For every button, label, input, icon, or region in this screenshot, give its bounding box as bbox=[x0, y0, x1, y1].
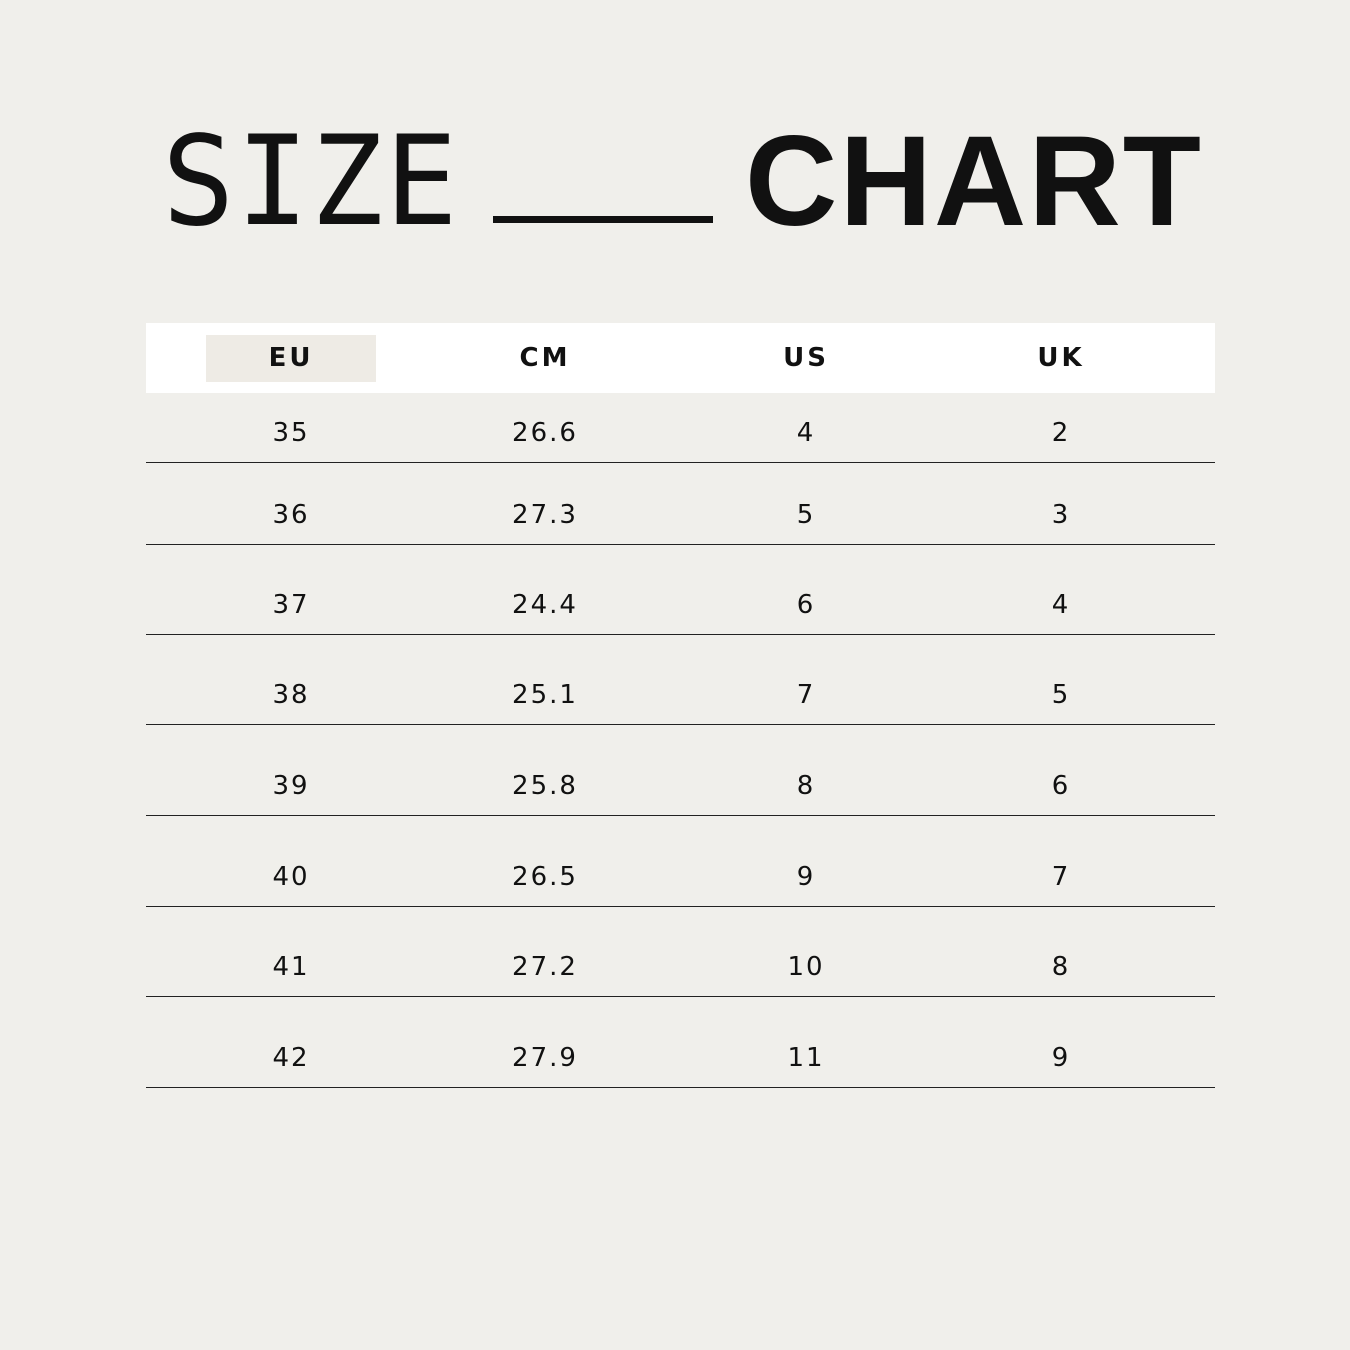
table-row: 40 26.5 9 7 bbox=[146, 816, 1215, 907]
column-header-uk: UK bbox=[1037, 343, 1085, 373]
cell-uk: 7 bbox=[1051, 862, 1071, 892]
cell-eu: 40 bbox=[272, 862, 310, 892]
cell-us: 10 bbox=[787, 952, 825, 982]
cell-cm: 26.6 bbox=[512, 418, 578, 448]
column-header-us: US bbox=[783, 343, 829, 373]
cell-us: 9 bbox=[796, 862, 816, 892]
cell-uk: 9 bbox=[1051, 1043, 1071, 1073]
cell-cm: 24.4 bbox=[512, 590, 578, 620]
title-underline-divider bbox=[493, 216, 713, 223]
table-row: 42 27.9 11 9 bbox=[146, 997, 1215, 1088]
cell-eu: 42 bbox=[272, 1043, 310, 1073]
cell-uk: 8 bbox=[1051, 952, 1071, 982]
cell-eu: 41 bbox=[272, 952, 310, 982]
table-row: 41 27.2 10 8 bbox=[146, 907, 1215, 997]
page-title: SIZE CHART bbox=[0, 110, 1350, 254]
cell-cm: 25.8 bbox=[512, 771, 578, 801]
cell-cm: 27.2 bbox=[512, 952, 578, 982]
cell-us: 5 bbox=[796, 500, 816, 530]
cell-us: 6 bbox=[796, 590, 816, 620]
cell-cm: 25.1 bbox=[512, 680, 578, 710]
cell-uk: 5 bbox=[1051, 680, 1071, 710]
eu-header-highlight bbox=[206, 335, 376, 382]
cell-cm: 26.5 bbox=[512, 862, 578, 892]
cell-uk: 3 bbox=[1051, 500, 1071, 530]
table-row: 37 24.4 6 4 bbox=[146, 545, 1215, 635]
title-chart: CHART bbox=[745, 110, 1203, 253]
cell-us: 8 bbox=[796, 771, 816, 801]
cell-cm: 27.3 bbox=[512, 500, 578, 530]
column-header-eu: EU bbox=[268, 343, 314, 373]
cell-eu: 37 bbox=[272, 590, 310, 620]
cell-uk: 2 bbox=[1051, 418, 1071, 448]
table-row: 38 25.1 7 5 bbox=[146, 635, 1215, 725]
table-row: 39 25.8 8 6 bbox=[146, 725, 1215, 816]
cell-eu: 39 bbox=[272, 771, 310, 801]
title-size: SIZE bbox=[162, 110, 460, 254]
cell-uk: 6 bbox=[1051, 771, 1071, 801]
table-row: 35 26.6 4 2 bbox=[146, 393, 1215, 463]
cell-uk: 4 bbox=[1051, 590, 1071, 620]
cell-eu: 36 bbox=[272, 500, 310, 530]
cell-cm: 27.9 bbox=[512, 1043, 578, 1073]
cell-us: 7 bbox=[796, 680, 816, 710]
cell-us: 11 bbox=[787, 1043, 825, 1073]
table-row: 36 27.3 5 3 bbox=[146, 463, 1215, 545]
cell-eu: 35 bbox=[272, 418, 310, 448]
table-header: EU CM US UK bbox=[146, 323, 1215, 393]
cell-us: 4 bbox=[796, 418, 816, 448]
cell-eu: 38 bbox=[272, 680, 310, 710]
column-header-cm: CM bbox=[519, 343, 571, 373]
